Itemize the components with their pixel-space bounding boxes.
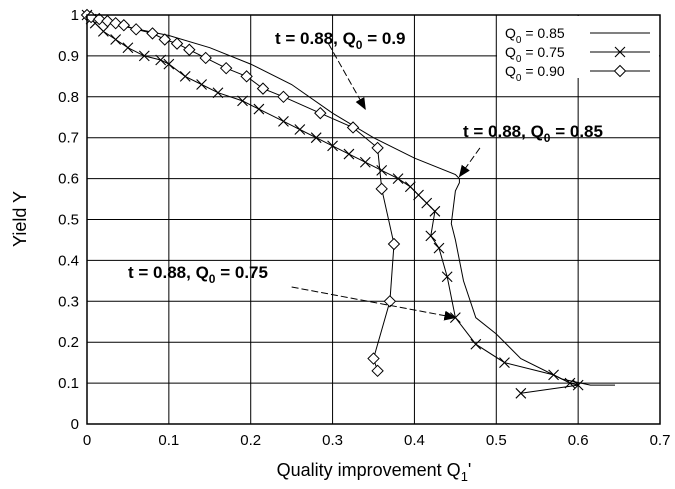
series-layer — [80, 8, 615, 399]
x-tick-label: 0 — [83, 432, 91, 449]
x-tick-label: 0.2 — [240, 432, 261, 449]
data-point-x — [433, 242, 445, 254]
data-point-x — [359, 156, 371, 168]
series-line — [86, 14, 579, 394]
plot-frame — [86, 14, 661, 425]
x-tick-label: 0.3 — [322, 432, 343, 449]
data-point-diamond — [146, 27, 159, 40]
data-point-diamond — [371, 364, 384, 378]
annotations: t = 0.88, Q0 = 0.9 t = 0.88, Q0 = 0.85 t =… — [128, 29, 603, 321]
data-point-diamond — [129, 23, 143, 36]
data-point-x — [310, 132, 322, 144]
y-tick-label: 0.4 — [58, 252, 79, 269]
data-point-x — [343, 148, 355, 160]
legend-entry-label: Q0 = 0.90 — [505, 63, 565, 84]
data-point-diamond — [346, 121, 360, 134]
x-tick-label: 0.4 — [404, 432, 425, 449]
annotation-arrow — [328, 43, 366, 110]
y-tick-label: 0.6 — [58, 171, 79, 188]
data-point-diamond — [371, 141, 384, 155]
x-tick-label: 0.7 — [650, 432, 671, 449]
tick-labels: 0 0.1 0.2 0.3 0.4 0.5 0.6 0.7 0 0.1 0.2 0.3 0.4 0.5 0.… — [58, 7, 670, 449]
y-tick-label: 0.7 — [58, 130, 79, 147]
annotation-label: t = 0.88, Q0 = 0.9 — [275, 29, 406, 52]
data-point-x — [253, 103, 265, 115]
data-point-x — [138, 50, 150, 62]
data-point-x — [278, 115, 289, 127]
data-point-x — [614, 46, 626, 58]
legend-entry-label: Q0 = 0.75 — [505, 44, 565, 65]
data-point-x — [376, 165, 388, 176]
data-point-x — [163, 58, 175, 70]
data-point-x — [179, 70, 191, 82]
annotation-arrow — [458, 147, 481, 178]
data-point-x — [425, 230, 437, 242]
x-tick-label: 0.5 — [486, 432, 507, 449]
data-point-x — [122, 42, 134, 54]
data-point-diamond — [375, 182, 388, 196]
y-tick-label: 0.1 — [58, 375, 79, 392]
legend-box — [497, 16, 659, 78]
data-point-x — [572, 379, 584, 391]
annotation-label: t = 0.88, Q0 = 0.75 — [128, 263, 268, 286]
series-1 — [81, 9, 584, 399]
data-point-x — [499, 357, 510, 369]
annotation-arrow — [291, 286, 457, 321]
data-point-diamond — [219, 61, 233, 75]
y-tick-label: 0.3 — [58, 293, 79, 310]
data-point-diamond — [158, 33, 171, 46]
annotation-label: t = 0.88, Q0 = 0.85 — [463, 122, 603, 145]
data-point-diamond — [277, 90, 290, 104]
data-point-x — [196, 79, 207, 90]
data-point-x — [441, 271, 453, 283]
data-point-diamond — [240, 70, 253, 83]
series-2 — [80, 8, 401, 378]
data-point-x — [515, 387, 527, 399]
series-line — [86, 14, 615, 386]
data-point-x — [548, 369, 559, 381]
data-point-x — [470, 338, 482, 350]
data-point-x — [97, 25, 109, 37]
x-tick-label: 0.1 — [158, 432, 179, 449]
y-tick-label: 0.2 — [58, 334, 79, 351]
data-point-x — [429, 205, 441, 217]
y-tick-label: 0.8 — [58, 89, 79, 106]
y-tick-label: 0.5 — [58, 212, 79, 229]
data-point-x — [212, 87, 224, 99]
data-point-x — [564, 377, 576, 389]
data-point-diamond — [387, 237, 401, 251]
legend-entry-label: Q0 = 0.85 — [505, 25, 565, 46]
data-point-x — [327, 140, 338, 152]
x-tick-label: 0.6 — [568, 432, 589, 449]
data-point-diamond — [170, 37, 184, 50]
data-point-diamond — [613, 64, 627, 78]
data-point-diamond — [199, 51, 212, 65]
series-0 — [86, 14, 615, 386]
data-point-x — [392, 173, 404, 184]
data-point-diamond — [256, 82, 270, 95]
y-tick-label: 0 — [71, 416, 79, 433]
y-tick-label: 1 — [71, 7, 79, 24]
data-point-diamond — [93, 12, 106, 26]
x-axis-label: Quality improvement Q1' — [277, 460, 472, 484]
y-tick-label: 0.9 — [58, 48, 79, 65]
data-point-x — [294, 124, 306, 135]
data-point-diamond — [314, 106, 327, 120]
data-point-x — [155, 54, 167, 66]
data-point-diamond — [117, 19, 131, 32]
data-point-x — [237, 95, 248, 107]
data-point-x — [110, 34, 122, 45]
data-point-diamond — [183, 43, 196, 56]
grid — [87, 15, 660, 424]
data-point-diamond — [367, 352, 380, 365]
data-point-diamond — [383, 295, 397, 308]
y-axis-label: Yield Y — [10, 191, 30, 247]
